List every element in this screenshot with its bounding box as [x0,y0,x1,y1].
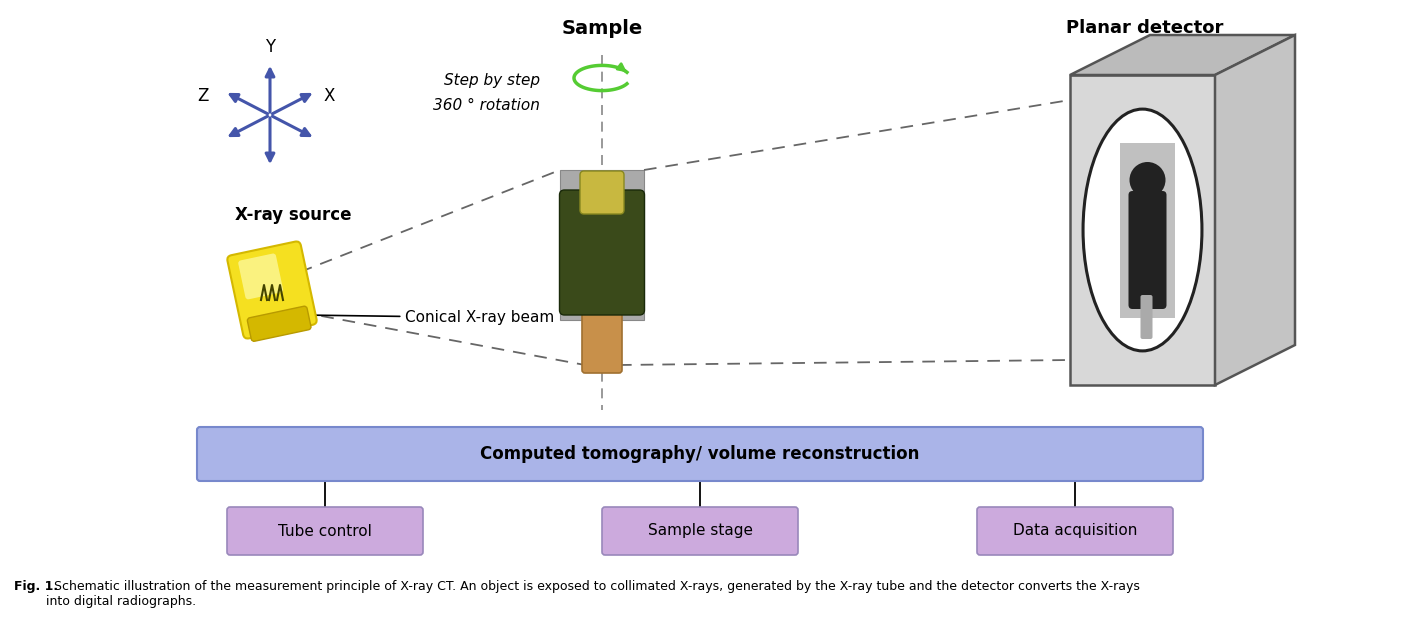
Text: X-ray source: X-ray source [236,206,352,224]
Text: Z: Z [197,86,209,105]
Text: Schematic illustration of the measurement principle of X-ray CT. An object is ex: Schematic illustration of the measuremen… [45,580,1139,608]
Polygon shape [1215,35,1296,385]
FancyBboxPatch shape [1120,143,1175,318]
FancyBboxPatch shape [247,306,311,341]
FancyBboxPatch shape [1141,295,1152,339]
Text: X: X [324,86,335,105]
Polygon shape [1070,75,1215,385]
Polygon shape [1070,35,1296,75]
FancyBboxPatch shape [582,277,622,373]
Text: Conical X-ray beam: Conical X-ray beam [307,310,555,325]
FancyBboxPatch shape [1128,191,1166,309]
Text: Planar detector: Planar detector [1066,19,1223,37]
FancyBboxPatch shape [197,427,1203,481]
Ellipse shape [1083,109,1202,351]
Text: Data acquisition: Data acquisition [1013,523,1137,539]
FancyBboxPatch shape [559,190,644,315]
Text: Computed tomography/ volume reconstruction: Computed tomography/ volume reconstructi… [480,445,920,463]
FancyBboxPatch shape [580,171,624,214]
Text: Sample: Sample [562,19,643,38]
FancyBboxPatch shape [227,241,316,339]
Text: Fig. 1.: Fig. 1. [14,580,58,593]
FancyBboxPatch shape [978,507,1174,555]
FancyBboxPatch shape [602,507,797,555]
Text: Tube control: Tube control [278,523,372,539]
Circle shape [1130,162,1165,198]
FancyBboxPatch shape [561,170,644,320]
FancyBboxPatch shape [227,507,423,555]
Text: 360 ° rotation: 360 ° rotation [433,97,541,112]
Text: Y: Y [265,38,275,56]
Text: Sample stage: Sample stage [647,523,752,539]
Text: Step by step: Step by step [444,73,541,88]
FancyBboxPatch shape [238,254,284,299]
